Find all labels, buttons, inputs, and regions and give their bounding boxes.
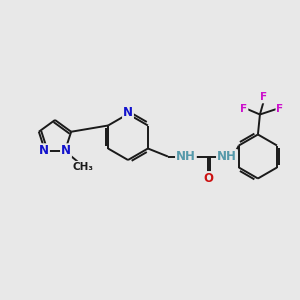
Text: NH: NH — [217, 150, 237, 163]
Text: N: N — [39, 144, 49, 157]
Text: O: O — [203, 172, 213, 185]
Text: NH: NH — [176, 150, 196, 163]
Text: F: F — [240, 103, 247, 113]
Text: N: N — [123, 106, 133, 119]
Text: N: N — [61, 144, 71, 157]
Text: CH₃: CH₃ — [73, 162, 94, 172]
Text: F: F — [276, 103, 284, 113]
Text: F: F — [260, 92, 268, 103]
